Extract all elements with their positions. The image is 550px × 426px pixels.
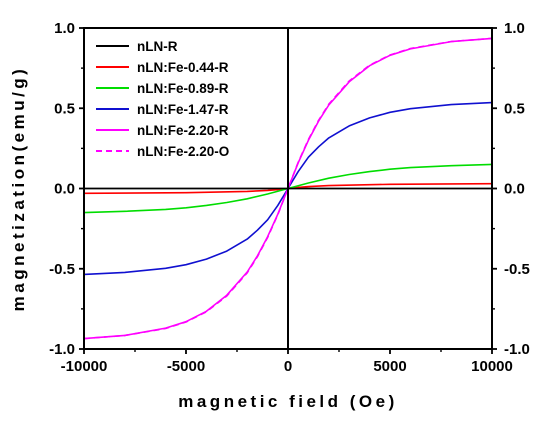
x-tick-label: 5000 xyxy=(373,358,406,375)
x-tick-label: -5000 xyxy=(167,358,205,375)
y-tick-label-right: 0.5 xyxy=(504,100,525,117)
x-tick-label: 10000 xyxy=(471,358,513,375)
y-tick-label-right: 0.0 xyxy=(504,181,525,198)
legend-label-3: nLN:Fe-1.47-R xyxy=(137,102,229,117)
x-tick-label: -10000 xyxy=(61,358,108,375)
y-tick-label-right: -1.0 xyxy=(504,341,530,358)
x-axis-label: magnetic field (Oe) xyxy=(178,392,398,411)
y-tick-label-left: -1.0 xyxy=(49,341,75,358)
legend-label-0: nLN-R xyxy=(137,39,178,54)
y-tick-label-left: 0.5 xyxy=(54,100,75,117)
y-axis-label: magnetization(emu/g) xyxy=(9,66,28,312)
legend-label-2: nLN:Fe-0.89-R xyxy=(137,81,229,96)
legend-label-4: nLN:Fe-2.20-R xyxy=(137,123,229,138)
y-tick-label-right: -0.5 xyxy=(504,261,530,278)
y-tick-label-left: 0.0 xyxy=(54,181,75,198)
y-tick-label-right: 1.0 xyxy=(504,20,525,37)
y-tick-label-left: -0.5 xyxy=(49,261,75,278)
axes xyxy=(79,27,497,354)
legend-label-1: nLN:Fe-0.44-R xyxy=(137,60,229,75)
legend: nLN-R nLN:Fe-0.44-R nLN:Fe-0.89-R nLN:Fe-1.… xyxy=(96,39,229,159)
legend-label-5: nLN:Fe-2.20-O xyxy=(137,144,229,159)
x-tick-label: 0 xyxy=(284,358,292,375)
y-tick-label-left: 1.0 xyxy=(54,20,75,37)
tick-labels: -10000 -5000 0 5000 10000-1.0 -1.0-0.5 -0.50.0… xyxy=(49,20,530,375)
